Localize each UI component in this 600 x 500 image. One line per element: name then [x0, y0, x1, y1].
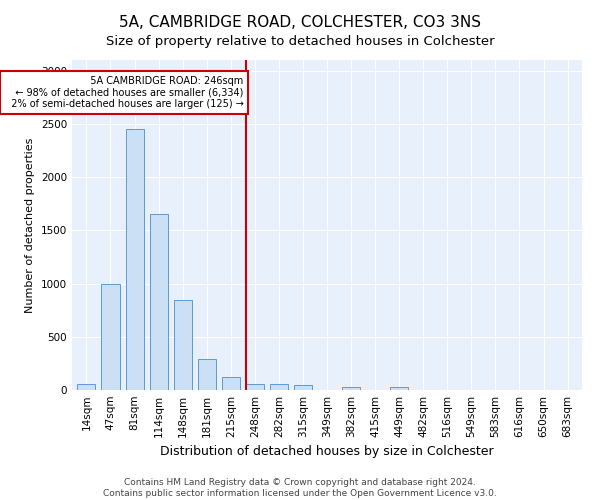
Bar [342, 387, 360, 390]
Bar [149, 214, 167, 390]
Bar [270, 384, 288, 390]
Bar [77, 384, 95, 390]
Text: Size of property relative to detached houses in Colchester: Size of property relative to detached ho… [106, 35, 494, 48]
Bar [197, 359, 216, 390]
Bar [294, 384, 312, 390]
Text: Contains HM Land Registry data © Crown copyright and database right 2024.
Contai: Contains HM Land Registry data © Crown c… [103, 478, 497, 498]
Bar [222, 377, 240, 390]
Bar [246, 384, 264, 390]
Bar [125, 129, 143, 390]
Y-axis label: Number of detached properties: Number of detached properties [25, 138, 35, 312]
Text: 5A CAMBRIDGE ROAD: 246sqm
  ← 98% of detached houses are smaller (6,334)
  2% of: 5A CAMBRIDGE ROAD: 246sqm ← 98% of detac… [5, 76, 244, 109]
Bar [173, 300, 191, 390]
Text: 5A, CAMBRIDGE ROAD, COLCHESTER, CO3 3NS: 5A, CAMBRIDGE ROAD, COLCHESTER, CO3 3NS [119, 15, 481, 30]
X-axis label: Distribution of detached houses by size in Colchester: Distribution of detached houses by size … [160, 446, 494, 458]
Bar [101, 284, 119, 390]
Bar [390, 387, 408, 390]
